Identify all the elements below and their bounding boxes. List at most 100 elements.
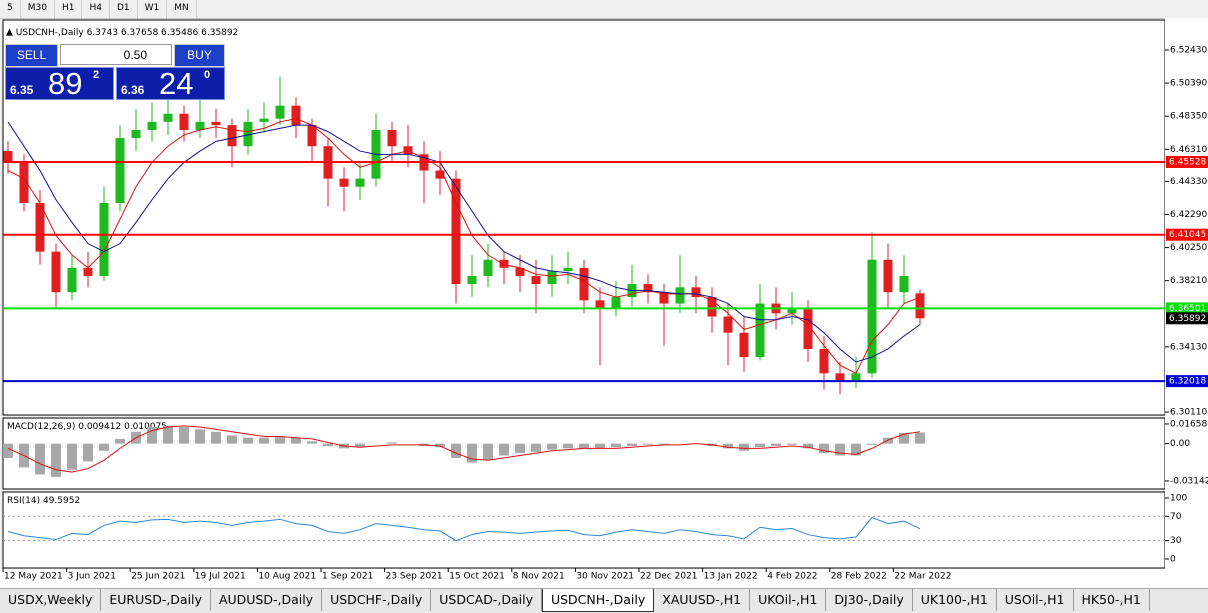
macd-header: MACD(12,26,9) 0.009412 0.010075: [7, 422, 167, 432]
level-label-bg: [1166, 302, 1208, 315]
macd-bar: [547, 443, 557, 450]
timeframe-button[interactable]: H1: [55, 0, 83, 18]
macd-bar: [115, 438, 125, 444]
candle-body: [851, 373, 861, 382]
x-tick-label: 8 Nov 2021: [513, 572, 565, 582]
candle-body: [307, 125, 317, 147]
chart-tab[interactable]: EURUSD-,Daily: [101, 589, 211, 611]
macd-bar: [227, 435, 237, 444]
macd-bar: [323, 443, 333, 447]
price-sup: 2: [93, 69, 100, 81]
candle-body: [19, 162, 29, 203]
timeframe-button[interactable]: MN: [167, 0, 197, 18]
candle-body: [83, 267, 93, 276]
candle-body: [259, 118, 269, 122]
level-label: 6.45528: [1169, 157, 1206, 167]
macd-panel: [2, 417, 1166, 490]
level-label-bg: [1166, 155, 1208, 168]
candle-body: [355, 178, 365, 187]
y-tick-label: 6.50390: [1170, 79, 1207, 89]
candle-body: [883, 259, 893, 293]
candle-body: [131, 129, 141, 139]
macd-bar: [723, 443, 733, 449]
macd-bar: [179, 427, 189, 444]
macd-signal: [7, 425, 921, 473]
rsi-header: RSI(14) 49.5952: [7, 496, 80, 506]
chart-tab[interactable]: USDCHF-,Daily: [322, 589, 432, 611]
low: 6.35486: [161, 28, 198, 38]
timeframe-button[interactable]: 5: [0, 0, 21, 18]
macd-bar: [195, 429, 205, 444]
y-tick-label: 6.48350: [1170, 112, 1207, 122]
chart-tab[interactable]: UK100-,H1: [913, 589, 997, 611]
sell-button[interactable]: SELL: [5, 44, 58, 67]
macd-bar: [643, 443, 653, 445]
sell-price[interactable]: 6.35 89 2: [5, 66, 114, 101]
candle-body: [99, 202, 109, 276]
y-tick-label: 100: [1170, 493, 1187, 503]
candle-body: [643, 284, 653, 293]
chart-tab[interactable]: USOil-,H1: [997, 589, 1074, 611]
candle-body: [211, 121, 221, 126]
candle-body: [739, 332, 749, 358]
candle-body: [563, 267, 573, 272]
macd-bar: [771, 443, 781, 447]
candle-body: [803, 308, 813, 349]
chart-tab[interactable]: HK50-,H1: [1074, 589, 1150, 611]
candle-body: [659, 292, 669, 304]
y-tick-label: 30: [1170, 536, 1182, 546]
timeframe-button[interactable]: H4: [82, 0, 110, 18]
chart-tab[interactable]: USDCAD-,Daily: [431, 589, 542, 611]
chart-header: ▲ USDCNH-,Daily 6.3743 6.37658 6.35486 6…: [6, 28, 238, 38]
macd-bar: [99, 443, 109, 451]
chart-tab[interactable]: XAUUSD-,H1: [654, 589, 751, 611]
candle-body: [115, 138, 125, 203]
candle-body: [179, 113, 189, 130]
x-tick-label: 19 Jul 2021: [195, 572, 246, 582]
candle-body: [867, 259, 877, 374]
y-tick-label: 6.52430: [1170, 46, 1207, 56]
timeframe-button[interactable]: M30: [21, 0, 55, 18]
x-tick-label: 23 Sep 2021: [386, 572, 443, 582]
chart-tab[interactable]: USDCNH-,Daily: [541, 589, 655, 612]
macd-bar: [35, 443, 45, 475]
macd-bar: [531, 443, 541, 452]
macd-bar: [755, 443, 765, 448]
chart-tabs: USDX,Weekly EURUSD-,Daily AUDUSD-,Daily USD…: [0, 588, 1208, 613]
rsi-panel: [2, 491, 1166, 569]
macd-bar: [915, 432, 925, 444]
y-tick-label: 6.46310: [1170, 145, 1207, 155]
y-tick-label: 0: [1170, 554, 1176, 564]
high: 6.37658: [121, 28, 158, 38]
candle-body: [275, 105, 285, 119]
macd-bar: [211, 431, 221, 444]
chart-tab[interactable]: DJ30-,Daily: [826, 589, 913, 611]
timeframe-button[interactable]: W1: [138, 0, 168, 18]
volume-input[interactable]: 0.50: [60, 44, 172, 65]
macd-bar: [307, 441, 317, 444]
macd-bar: [579, 443, 589, 449]
rsi-value: 49.5952: [43, 496, 80, 506]
candle-body: [579, 267, 589, 301]
macd-bar: [467, 443, 477, 463]
level-label: 6.41045: [1169, 230, 1206, 240]
level-label-bg: [1166, 228, 1208, 241]
timeframe-button[interactable]: D1: [110, 0, 138, 18]
chart-tab[interactable]: USDX,Weekly: [0, 589, 102, 611]
x-tick-label: 22 Mar 2022: [894, 572, 951, 582]
macd-bar: [659, 443, 669, 445]
candle-body: [3, 151, 13, 163]
chart-tab[interactable]: AUDUSD-,Daily: [211, 589, 323, 611]
macd-bar: [291, 437, 301, 444]
candle-body: [691, 287, 701, 298]
buy-price[interactable]: 6.36 24 0: [116, 66, 225, 101]
level-label-bg: [1166, 375, 1208, 388]
candle-body: [707, 297, 717, 317]
macd-bar: [83, 443, 93, 462]
x-tick-label: 1 Sep 2021: [322, 572, 373, 582]
candle-body: [531, 275, 541, 285]
buy-button[interactable]: BUY: [174, 44, 225, 67]
y-tick-label: 0.00: [1170, 439, 1190, 449]
chart-tab[interactable]: UKOil-,H1: [750, 589, 827, 611]
